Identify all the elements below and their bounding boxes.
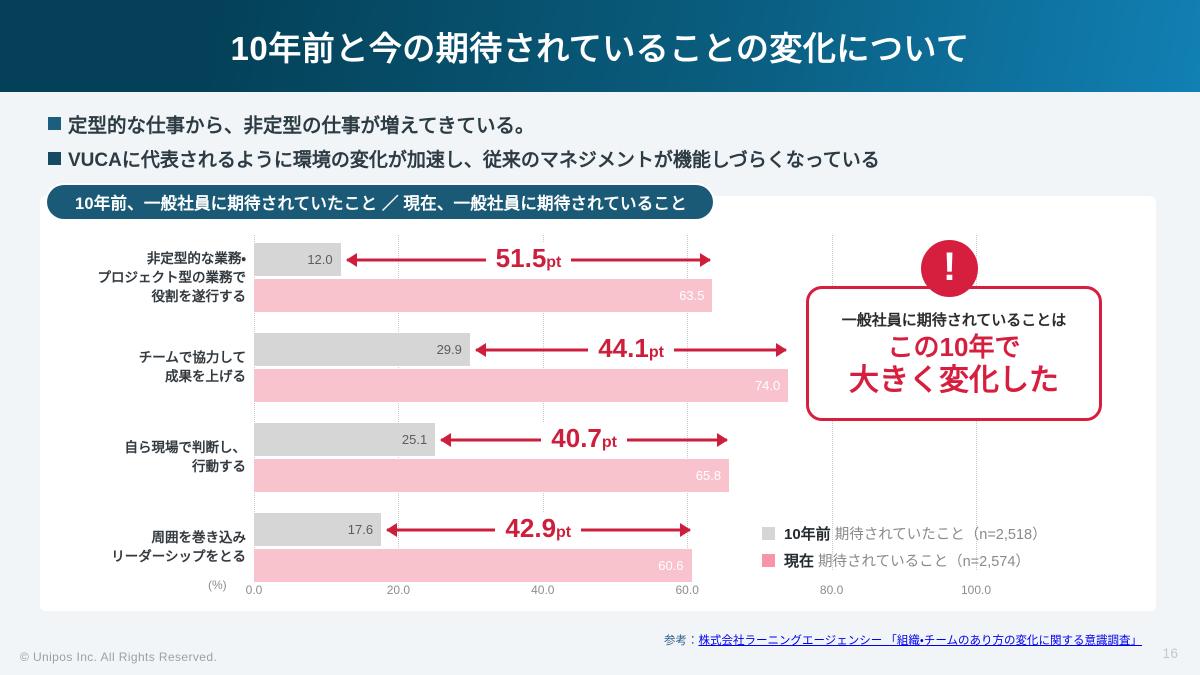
- bar-value-label: 60.6: [658, 558, 684, 573]
- bar-value-label: 63.5: [679, 288, 705, 303]
- chart-header-pill: 10年前、一般社員に期待されていたこと ／ 現在、一般社員に期待されていること: [47, 185, 713, 219]
- arrow-left-icon: [345, 253, 357, 267]
- category-label-line: 行動する: [192, 459, 246, 474]
- chart-category-label: 自ら現場で判断し、行動する: [125, 438, 247, 476]
- chart-category-label: 非定型的な業務・プロジェクト型の業務で役割を遂行する: [98, 249, 247, 306]
- delta-unit-label: pt: [546, 253, 562, 271]
- chart-delta-annotation: 44.1pt: [474, 332, 788, 368]
- bar-past: 25.1: [254, 423, 436, 456]
- x-axis-unit-label: (%): [208, 578, 227, 592]
- legend-label: 10年前 期待されていたこと（n=2,518）: [784, 526, 1047, 543]
- square-bullet-icon: [48, 152, 61, 165]
- category-label-line: 自ら現場で判断し、: [124, 440, 247, 455]
- chart-delta-annotation: 51.5pt: [345, 242, 712, 278]
- copyright-text: © Unipos Inc. All Rights Reserved.: [20, 650, 218, 664]
- category-label-line: リーダーシップをとる: [111, 549, 246, 564]
- page-number: 16: [1162, 645, 1178, 661]
- delta-unit-label: pt: [648, 343, 664, 361]
- category-label-line: チームで協力して: [138, 350, 246, 365]
- category-label-line: 非定型的な業務・: [146, 250, 246, 266]
- chart-plot-area: 12.0 63.5 51.5pt 29.9 74.0 44.1pt 25.1 65.8 40.7…: [254, 235, 977, 582]
- legend-label: 現在 期待されていること（n=2,574）: [784, 553, 1030, 570]
- chart-category-label: チームで協力して成果を上げる: [139, 348, 246, 386]
- chart-gridline: [254, 235, 255, 570]
- arrow-left-icon: [474, 343, 486, 357]
- legend-swatch-now: [762, 554, 775, 567]
- bar-past: 12.0: [254, 243, 341, 276]
- x-axis-ticks: 0.0 20.0 40.0 60.0 80.0 100.0: [246, 583, 991, 601]
- bar-value-label: 25.1: [401, 432, 428, 447]
- x-axis-tick-label: 60.0: [675, 583, 699, 597]
- arrow-right-icon: [700, 253, 712, 267]
- exclamation-icon: !: [921, 240, 978, 297]
- source-citation: 参考：株式会社ラーニングエージェンシー 「組織・チームのあり方の変化に関する意識…: [664, 632, 1142, 648]
- chart-header-label: 10年前、一般社員に期待されていたこと ／ 現在、一般社員に期待されていること: [75, 195, 687, 213]
- legend-swatch-past: [762, 527, 775, 540]
- callout-line-2: この10年で: [887, 332, 1021, 362]
- delta-value-label: 44.1pt: [588, 332, 674, 368]
- legend-label-series: 10年前: [784, 526, 831, 543]
- arrow-right-icon: [717, 433, 729, 447]
- category-label-line: プロジェクト型の業務で: [97, 269, 247, 285]
- arrow-left-icon: [440, 433, 452, 447]
- chart-legend: 10年前 期待されていたこと（n=2,518） 現在 期待されていること（n=2,…: [762, 520, 1047, 574]
- x-axis-tick-label: 80.0: [819, 583, 844, 597]
- bullet-item-1: 定型的な仕事から、非定型の仕事が増えてきている。: [48, 108, 1158, 139]
- x-axis-tick-label: 40.0: [531, 583, 555, 597]
- chart-bar-group: 25.1 65.8 40.7pt: [254, 422, 976, 493]
- chart-bar-group: 12.0 63.5 51.5pt: [254, 242, 976, 313]
- arrow-right-icon: [679, 523, 691, 537]
- delta-value-label: 40.7pt: [541, 422, 627, 458]
- source-prefix: 参考：: [663, 635, 699, 647]
- bar-value-label: 29.9: [436, 342, 462, 357]
- x-axis-tick-label: 20.0: [386, 583, 411, 597]
- callout-line-1: 一般社員に期待されていることは: [841, 312, 1067, 329]
- delta-value-label: 51.5pt: [485, 242, 572, 278]
- chart-gridline: [542, 235, 544, 570]
- bullet-item-2: VUCAに代表されるように環境の変化が加速し、従来のマネジメントが機能しづらくな…: [48, 143, 1158, 174]
- bar-now: 74.0: [254, 369, 789, 402]
- source-link[interactable]: 株式会社ラーニングエージェンシー 「組織・チームのあり方の変化に関する意識調査」: [698, 635, 1142, 647]
- exclamation-glyph: !: [942, 245, 957, 289]
- chart-gridline: [687, 235, 689, 570]
- bar-value-label: 12.0: [307, 252, 333, 267]
- chart-gridline: [398, 235, 400, 570]
- callout-line-3: 大きく変化した: [849, 364, 1059, 397]
- bar-past: 29.9: [254, 333, 470, 366]
- bar-value-label: 17.6: [347, 522, 374, 537]
- legend-item: 10年前 期待されていたこと（n=2,518）: [762, 520, 1047, 547]
- delta-unit-label: pt: [556, 523, 572, 541]
- bar-past: 17.6: [254, 513, 382, 546]
- bar-now: 63.5: [254, 279, 713, 312]
- bar-value-label: 74.0: [754, 378, 781, 393]
- callout-box: 一般社員に期待されていることは この10年で 大きく変化した: [806, 286, 1102, 421]
- square-bullet-icon: [48, 117, 61, 130]
- chart-delta-annotation: 42.9pt: [386, 512, 691, 548]
- chart-bar-group: 17.6 60.6 42.9pt: [254, 512, 976, 583]
- x-axis-tick-label: 0.0: [245, 583, 263, 597]
- chart-bar-group: 29.9 74.0 44.1pt: [254, 332, 976, 403]
- bullet-list: 定型的な仕事から、非定型の仕事が増えてきている。 VUCAに代表されるように環境…: [48, 108, 1158, 174]
- bar-now: 65.8: [254, 459, 730, 492]
- bar-value-label: 65.8: [695, 468, 722, 483]
- x-axis-tick-label: 100.0: [960, 583, 992, 597]
- delta-unit-label: pt: [601, 433, 617, 451]
- arrow-left-icon: [386, 523, 398, 537]
- category-label-line: 役割を遂行する: [151, 288, 247, 304]
- legend-label-series: 現在: [784, 553, 815, 570]
- chart-category-labels: 非定型的な業務・プロジェクト型の業務で役割を遂行するチームで協力して成果を上げる…: [66, 235, 247, 570]
- arrow-right-icon: [776, 343, 788, 357]
- bullet-item-2-label: VUCAに代表されるように環境の変化が加速し、従来のマネジメントが機能しづらくな…: [68, 150, 880, 171]
- chart-category-label: 周囲を巻き込みリーダーシップをとる: [111, 528, 246, 566]
- delta-value-label: 42.9pt: [495, 512, 582, 548]
- slide-title-bar: 10年前と今の期待されていることの変化について: [0, 0, 1200, 92]
- bar-now: 60.6: [254, 549, 692, 582]
- page-title: 10年前と今の期待されていることの変化について: [230, 30, 970, 67]
- category-label-line: 成果を上げる: [165, 369, 246, 384]
- bullet-item-1-label: 定型的な仕事から、非定型の仕事が増えてきている。: [68, 115, 535, 137]
- legend-item: 現在 期待されていること（n=2,574）: [762, 547, 1047, 574]
- category-label-line: 周囲を巻き込み: [151, 530, 247, 545]
- chart-delta-annotation: 40.7pt: [440, 422, 729, 458]
